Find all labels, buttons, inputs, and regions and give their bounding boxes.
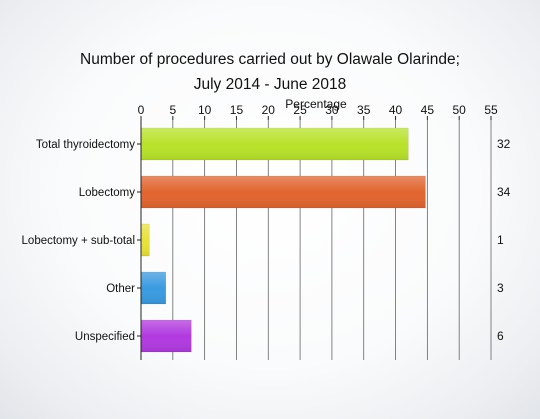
category-label: Other [106, 283, 135, 295]
bar-shading [141, 128, 409, 160]
chart-title: Number of procedures carried out by Olaw… [80, 51, 460, 68]
x-axis-title: Percentage [285, 97, 347, 111]
bar-shading [141, 224, 150, 256]
count-labels: 32 34 1 3 6 [497, 137, 511, 343]
count-label: 3 [497, 281, 504, 295]
count-label: 32 [497, 137, 511, 151]
category-label: Lobectomy + sub-total [22, 235, 135, 247]
category-label: Lobectomy [79, 187, 136, 199]
x-tick-label: 10 [198, 103, 212, 117]
count-label: 1 [497, 233, 504, 247]
category-label: Unspecified [75, 331, 135, 343]
x-tick-label: 30 [325, 103, 339, 117]
x-tick-label: 45 [421, 103, 435, 117]
chart-subtitle: July 2014 - June 2018 [194, 76, 347, 93]
category-label: Total thyroidectomy [36, 139, 135, 151]
count-label: 6 [497, 329, 504, 343]
x-tick-label: 50 [453, 103, 467, 117]
category-labels: Total thyroidectomy Lobectomy Lobectomy + … [22, 139, 141, 343]
bar-shading [141, 176, 426, 208]
count-label: 34 [497, 185, 511, 199]
x-tick-label: 0 [138, 103, 145, 117]
bar-shading [141, 272, 166, 304]
x-tick-label: 40 [389, 103, 403, 117]
x-tick-label: 35 [357, 103, 371, 117]
bar-shading [141, 320, 192, 352]
x-tick-label: 15 [230, 103, 244, 117]
bars [140, 127, 426, 353]
x-tick-label: 20 [262, 103, 276, 117]
x-tick-label: 25 [293, 103, 307, 117]
gridlines [172, 120, 492, 360]
x-tick-label: 5 [169, 103, 176, 117]
x-axis-ticks: 0 5 10 15 20 25 30 35 40 45 50 55 [138, 103, 498, 120]
x-tick-label: 55 [484, 103, 498, 117]
